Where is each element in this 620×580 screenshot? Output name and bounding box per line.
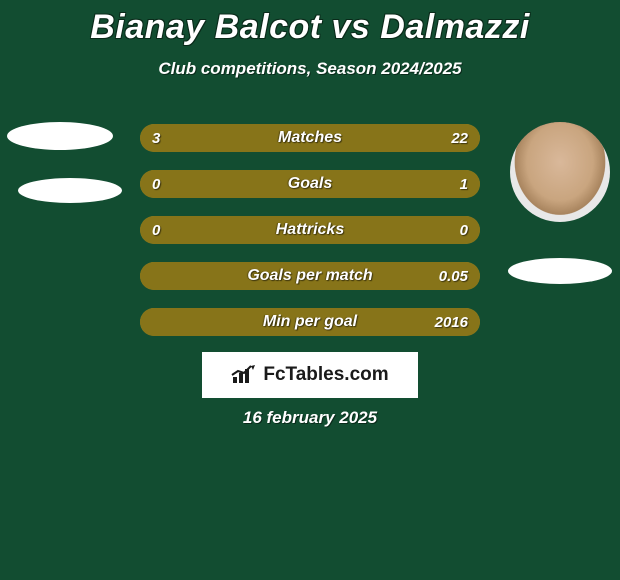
page-title: Bianay Balcot vs Dalmazzi [0,0,620,47]
decorative-ellipse [7,122,113,150]
avatar-placeholder-icon [510,122,610,222]
stat-bar: Min per goal2016 [140,308,480,336]
stat-bar: 0Hattricks0 [140,216,480,244]
bar-fill-left [140,216,310,244]
stat-value-left: 3 [152,124,160,152]
brand-text: FcTables.com [263,364,388,386]
bar-fill-right [140,308,480,336]
bar-fill-right [140,170,480,198]
player-right-avatar [510,122,610,222]
bar-chart-icon [231,365,257,385]
stats-bars: 3Matches22 0Goals1 0Hattricks0 Goals per ma… [140,124,480,354]
stat-value-left: 0 [152,216,160,244]
bar-fill-right [310,216,480,244]
decorative-ellipse [508,258,612,284]
stat-bar: 3Matches22 [140,124,480,152]
decorative-ellipse [18,178,122,203]
stat-value-right: 0.05 [439,262,468,290]
stat-value-right: 2016 [435,308,468,336]
bar-fill-left [140,124,181,152]
stat-bar: Goals per match0.05 [140,262,480,290]
stat-value-right: 22 [451,124,468,152]
stat-value-right: 0 [460,216,468,244]
subtitle: Club competitions, Season 2024/2025 [0,59,620,79]
date-label: 16 february 2025 [0,408,620,428]
bar-fill-right [140,262,480,290]
brand-badge[interactable]: FcTables.com [202,352,418,398]
bar-fill-right [181,124,480,152]
stat-value-left: 0 [152,170,160,198]
stat-bar: 0Goals1 [140,170,480,198]
stat-value-right: 1 [460,170,468,198]
